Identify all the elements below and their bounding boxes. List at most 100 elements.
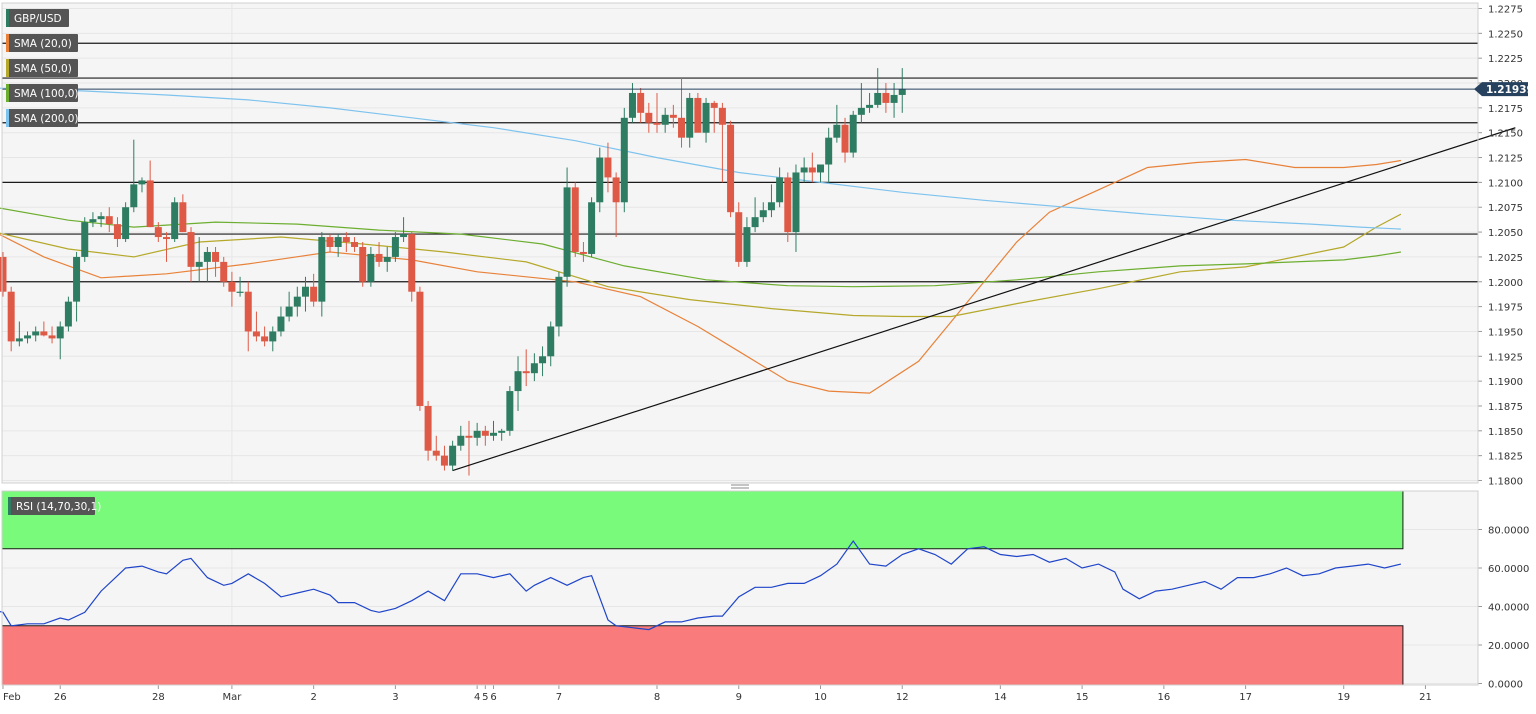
candle-body-bearish: [882, 92, 890, 103]
candle-body-bullish: [400, 234, 408, 238]
candle-body-bearish: [571, 187, 579, 252]
candle-body-bullish: [751, 217, 759, 228]
date-axis-label: 16: [1157, 692, 1170, 703]
candle-body-bullish: [874, 92, 882, 105]
candle-body-bearish: [146, 180, 154, 228]
date-axis-label: 17: [1239, 692, 1252, 703]
candle-body-bullish: [857, 107, 865, 115]
candle-body-bearish: [40, 331, 48, 336]
legend-indicator-0[interactable]: SMA (20,0): [6, 34, 78, 52]
date-axis-label: 3: [392, 692, 398, 703]
candle-body-bullish: [588, 202, 596, 254]
legend-indicator-1-box: [6, 59, 78, 77]
candle-body-bullish: [138, 180, 146, 185]
legend-indicator-2-swatch: [6, 84, 9, 102]
date-axis-label: 6: [490, 692, 496, 703]
candle-body-bearish: [522, 371, 530, 374]
date-axis-label: 10: [814, 692, 827, 703]
candle-body-bullish: [498, 430, 506, 433]
candle-body-bearish: [212, 251, 220, 262]
candle-body-bearish: [678, 117, 686, 138]
price-axis-label: 1.1825: [1488, 452, 1523, 463]
candle-body-bullish: [195, 261, 203, 267]
candle-body-bullish: [628, 92, 636, 118]
rsi-axis-label: 20.0000: [1488, 641, 1529, 652]
candle-body-bullish: [24, 335, 32, 339]
price-axis-label: 1.1800: [1488, 477, 1523, 488]
rsi-oversold-zone: [1, 625, 1404, 686]
legend-rsi-swatch: [8, 497, 11, 515]
price-axis-label: 1.2225: [1488, 54, 1523, 65]
price-axis-label: 1.2100: [1488, 178, 1523, 189]
candle-body-bearish: [645, 112, 653, 123]
candle-body-bullish: [318, 237, 326, 302]
candle-body-bullish: [866, 104, 874, 108]
candle-body-bullish: [32, 331, 40, 336]
candle-body-bullish: [759, 210, 767, 218]
legend-indicator-2-label: SMA (100,0): [14, 88, 79, 100]
price-axis-label: 1.1925: [1488, 352, 1523, 363]
date-axis-label: 5: [482, 692, 488, 703]
candle-body-bearish: [841, 124, 849, 153]
rsi-panel-frame: [1, 490, 1479, 686]
ascending-trendline[interactable]: [452, 127, 1516, 472]
rsi-axis-label: 80.0000: [1488, 526, 1529, 537]
candle-body-bullish: [539, 356, 547, 364]
price-axis-label: 1.1975: [1488, 303, 1523, 314]
legend-symbol[interactable]: GBP/USD: [6, 9, 69, 27]
sma-line-0: [0, 158, 1401, 394]
axes: 1.22751.22501.22251.22001.21751.21501.21…: [1, 2, 1534, 703]
price-axis-label: 1.1950: [1488, 327, 1523, 338]
candle-body-bullish: [620, 117, 628, 203]
legend: GBP/USD SMA (20,0) SMA (50,0) SMA (100,0) SM…: [6, 9, 101, 515]
candle-body-bearish: [359, 246, 367, 282]
legend-rsi-box: [8, 497, 95, 515]
price-axis-label: 1.1875: [1488, 402, 1523, 413]
legend-indicator-0-label: SMA (20,0): [14, 38, 72, 50]
candle-body-bullish: [792, 172, 800, 233]
date-axis-label: 8: [654, 692, 660, 703]
legend-indicator-1[interactable]: SMA (50,0): [6, 59, 78, 77]
date-axis-label: 7: [556, 692, 562, 703]
candle-body-bearish: [244, 291, 252, 332]
legend-rsi[interactable]: RSI (14,70,30,1): [8, 497, 101, 515]
candle-body-bullish: [776, 177, 784, 203]
candle-body-bearish: [408, 234, 416, 292]
candle-body-bullish: [457, 435, 465, 446]
candle-body-bearish: [612, 177, 620, 203]
candle-body-bearish: [187, 232, 195, 267]
legend-symbol-swatch: [6, 9, 9, 27]
legend-symbol-box: [6, 9, 69, 27]
legend-indicator-2[interactable]: SMA (100,0): [6, 84, 79, 102]
candle-body-bullish: [73, 256, 81, 302]
candle-body-bullish: [97, 216, 105, 220]
candle-body-bearish: [48, 335, 56, 339]
candle-body-bullish: [56, 326, 64, 339]
rsi-line: [0, 539, 1402, 631]
candle-body-bearish: [375, 253, 383, 262]
candle-body-bearish: [351, 242, 359, 247]
candle-body-bearish: [710, 102, 718, 108]
candle-body-bullish: [490, 432, 497, 436]
candle-body-bearish: [105, 216, 113, 225]
candle-body-bullish: [890, 94, 898, 103]
date-axis-label: Feb: [3, 692, 21, 703]
last-price-label: 1.21939: [1486, 84, 1534, 96]
candle-body-bearish: [220, 261, 228, 282]
candle-body-bullish: [285, 306, 293, 317]
rsi-layer: [0, 490, 1404, 686]
candle-body-bullish: [898, 89, 906, 95]
candle-body-bullish: [449, 445, 457, 466]
candle-body-bearish: [252, 331, 260, 337]
candle-body-bearish: [653, 122, 661, 125]
candle-body-bullish: [89, 219, 97, 223]
candle-body-bullish: [849, 114, 857, 153]
candle-body-bullish: [277, 316, 285, 332]
legend-indicator-3[interactable]: SMA (200,0): [6, 109, 79, 127]
price-axis-label: 1.2125: [1488, 154, 1523, 165]
price-axis-label: 1.2050: [1488, 228, 1523, 239]
sma-line-1: [0, 213, 1402, 318]
candle-body-bullish: [15, 338, 23, 342]
panel-divider-handle[interactable]: [731, 484, 749, 489]
